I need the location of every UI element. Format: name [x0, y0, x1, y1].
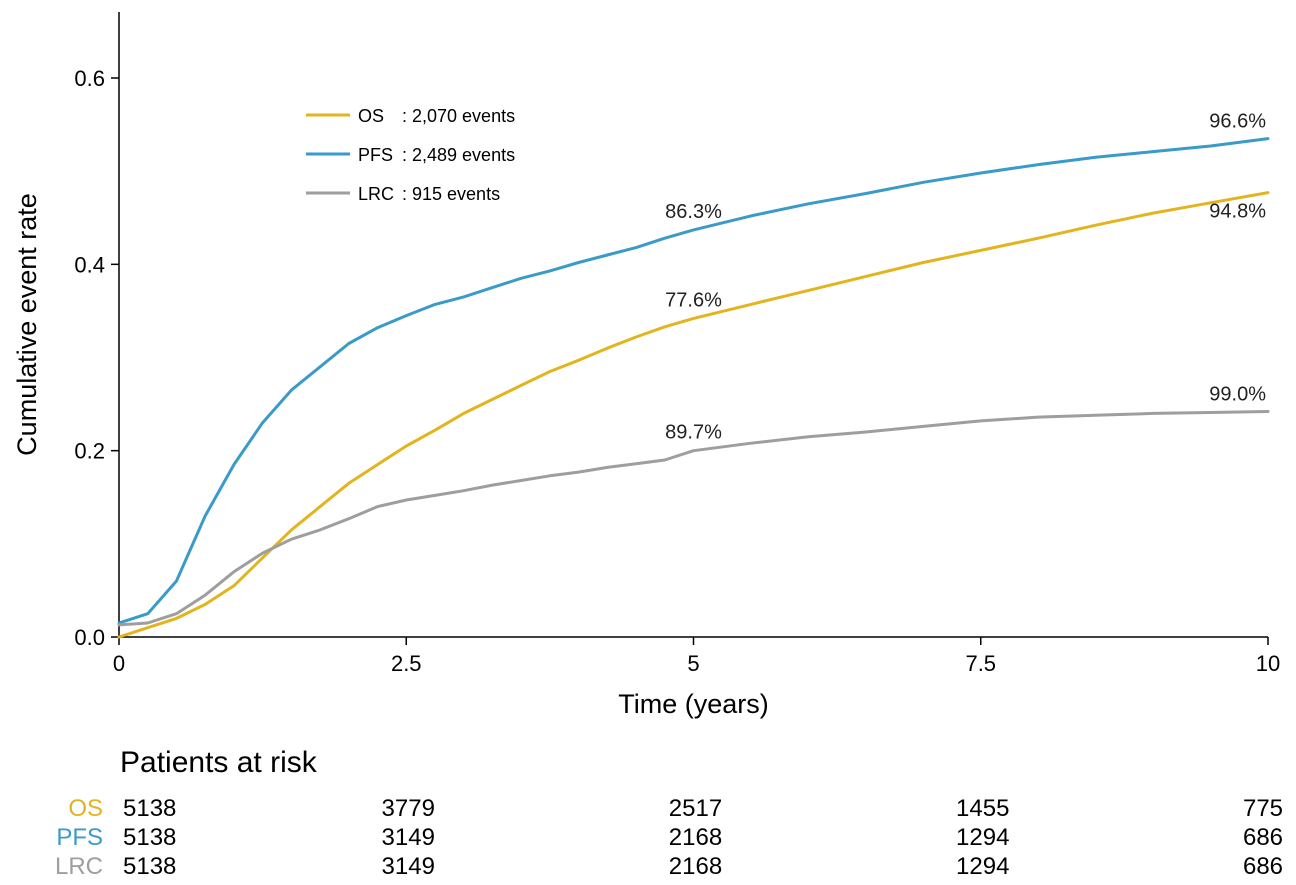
series-layer	[117, 137, 1270, 639]
risk-table-title: Patients at risk	[120, 746, 318, 779]
legend-label-pfs: PFS	[358, 145, 393, 165]
annotation-label-pfs: 86.3%	[665, 201, 722, 223]
x-axis-title: Time (years)	[618, 689, 769, 719]
risk-row-label-pfs: PFS	[56, 824, 103, 851]
risk-cell: 1294	[956, 853, 1009, 880]
x-tick-label: 0	[113, 651, 125, 676]
risk-cell: 686	[1243, 824, 1283, 851]
legend-events-pfs: : 2,489 events	[402, 145, 515, 165]
risk-cell: 5138	[123, 824, 176, 851]
axes: 0.0 0.2 0.4 0.6 0 2.5 5 7.5 10 Time (years) Cumula…	[12, 12, 1280, 719]
risk-cell: 1455	[956, 795, 1009, 822]
series-line-pfs	[117, 137, 1270, 625]
legend-events-os: : 2,070 events	[402, 106, 515, 126]
legend-label-os: OS	[358, 106, 384, 126]
legend-label-lrc: LRC	[358, 184, 394, 204]
risk-row-label-lrc: LRC	[55, 853, 103, 880]
risk-cell: 2517	[669, 795, 722, 822]
annotation-label-os: 94.8%	[1209, 201, 1266, 223]
risk-row-label-os: OS	[68, 795, 103, 822]
risk-cell: 2168	[669, 824, 722, 851]
x-tick-label: 7.5	[965, 651, 996, 676]
y-axis-title: Cumulative event rate	[12, 193, 42, 456]
annotation-label-lrc: 89.7%	[665, 422, 722, 444]
x-tick-label: 5	[687, 651, 699, 676]
risk-table: Patients at risk OS 5138 3779 2517 1455 775 PFS…	[55, 746, 1283, 880]
series-line-lrc	[117, 410, 1270, 627]
legend-events-lrc: : 915 events	[402, 184, 500, 204]
risk-cell: 5138	[123, 795, 176, 822]
risk-cell: 3779	[382, 795, 435, 822]
annotation-label-lrc: 99.0%	[1209, 384, 1266, 406]
risk-cell: 3149	[382, 853, 435, 880]
risk-cell: 3149	[382, 824, 435, 851]
annotation-label-pfs: 96.6%	[1209, 111, 1266, 133]
annotations: 86.3% 77.6% 89.7% 96.6% 94.8% 99.0%	[665, 111, 1266, 444]
annotation-label-os: 77.6%	[665, 289, 722, 311]
risk-cell: 775	[1243, 795, 1283, 822]
x-tick-label: 2.5	[391, 651, 422, 676]
risk-cell: 686	[1243, 853, 1283, 880]
y-tick-label: 0.4	[74, 252, 105, 277]
risk-cell: 5138	[123, 853, 176, 880]
y-tick-label: 0.2	[74, 439, 105, 464]
y-tick-label: 0.6	[74, 66, 105, 91]
risk-cell: 2168	[669, 853, 722, 880]
risk-cell: 1294	[956, 824, 1009, 851]
legend: OS : 2,070 events PFS : 2,489 events LRC : 91…	[306, 106, 515, 204]
x-tick-label: 10	[1256, 651, 1280, 676]
y-tick-label: 0.0	[74, 625, 105, 650]
series-line-os	[117, 191, 1270, 639]
